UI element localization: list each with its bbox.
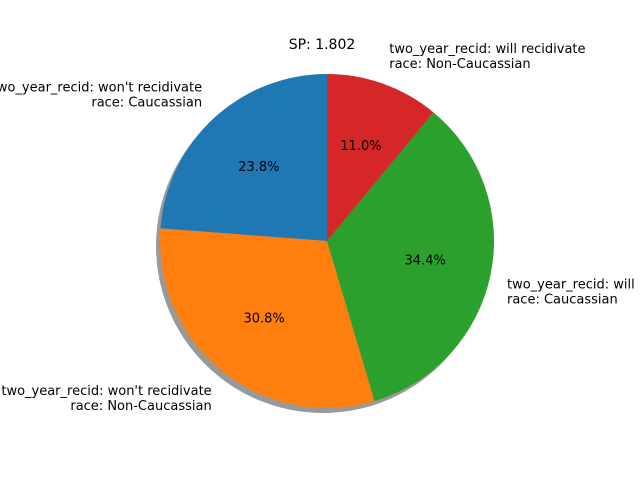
pie-slice-label-line: race: Caucassian — [507, 293, 618, 308]
pie-slice-label-line: race: Caucassian — [91, 95, 202, 110]
pie-labels: 23.8%two_year_recid: won't recidivate rac… — [0, 42, 640, 414]
pie-slice-label: two_year_recid: will recidivate race: Non… — [389, 42, 585, 72]
pie-slice — [327, 74, 434, 241]
pie-slice-label-line: two_year_recid: won't recidivate — [0, 80, 202, 95]
pie-slice-label: two_year_recid: won't recidivate race: Ca… — [0, 80, 202, 110]
pie-slice-label-line: race: Non-Caucassian — [389, 57, 530, 72]
pie-percent-label: 23.8% — [238, 160, 279, 175]
pie-slice-label-line: two_year_recid: will recidivate — [507, 278, 640, 293]
pie-slice-label-line: two_year_recid: won't recidivate — [1, 384, 211, 399]
pie-slice — [327, 112, 494, 402]
pie-slice-label: two_year_recid: won't recidivate race: No… — [1, 384, 211, 414]
chart-title: SP: 1.802 — [289, 37, 356, 53]
pie-percent-label: 11.0% — [340, 139, 381, 154]
pie-percent-label: 30.8% — [243, 312, 284, 327]
pie-slice-label-line: two_year_recid: will recidivate — [389, 42, 585, 57]
pie-percent-label: 34.4% — [405, 254, 446, 269]
pie-slices — [159, 74, 494, 408]
pie-slice — [160, 74, 327, 241]
pie-slice — [159, 228, 375, 408]
pie-slice-label-line: race: Non-Caucassian — [70, 399, 211, 414]
